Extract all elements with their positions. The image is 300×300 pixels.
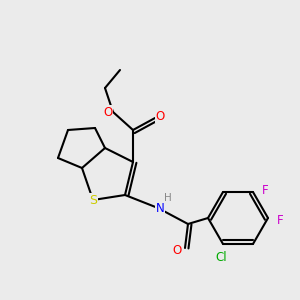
Text: Cl: Cl (215, 251, 227, 265)
Text: H: H (164, 193, 172, 203)
Text: O: O (172, 244, 182, 257)
Text: O: O (155, 110, 165, 122)
Text: F: F (277, 214, 283, 226)
Text: S: S (89, 194, 97, 206)
Text: O: O (103, 106, 112, 118)
Text: N: N (156, 202, 164, 214)
Text: F: F (262, 184, 268, 196)
